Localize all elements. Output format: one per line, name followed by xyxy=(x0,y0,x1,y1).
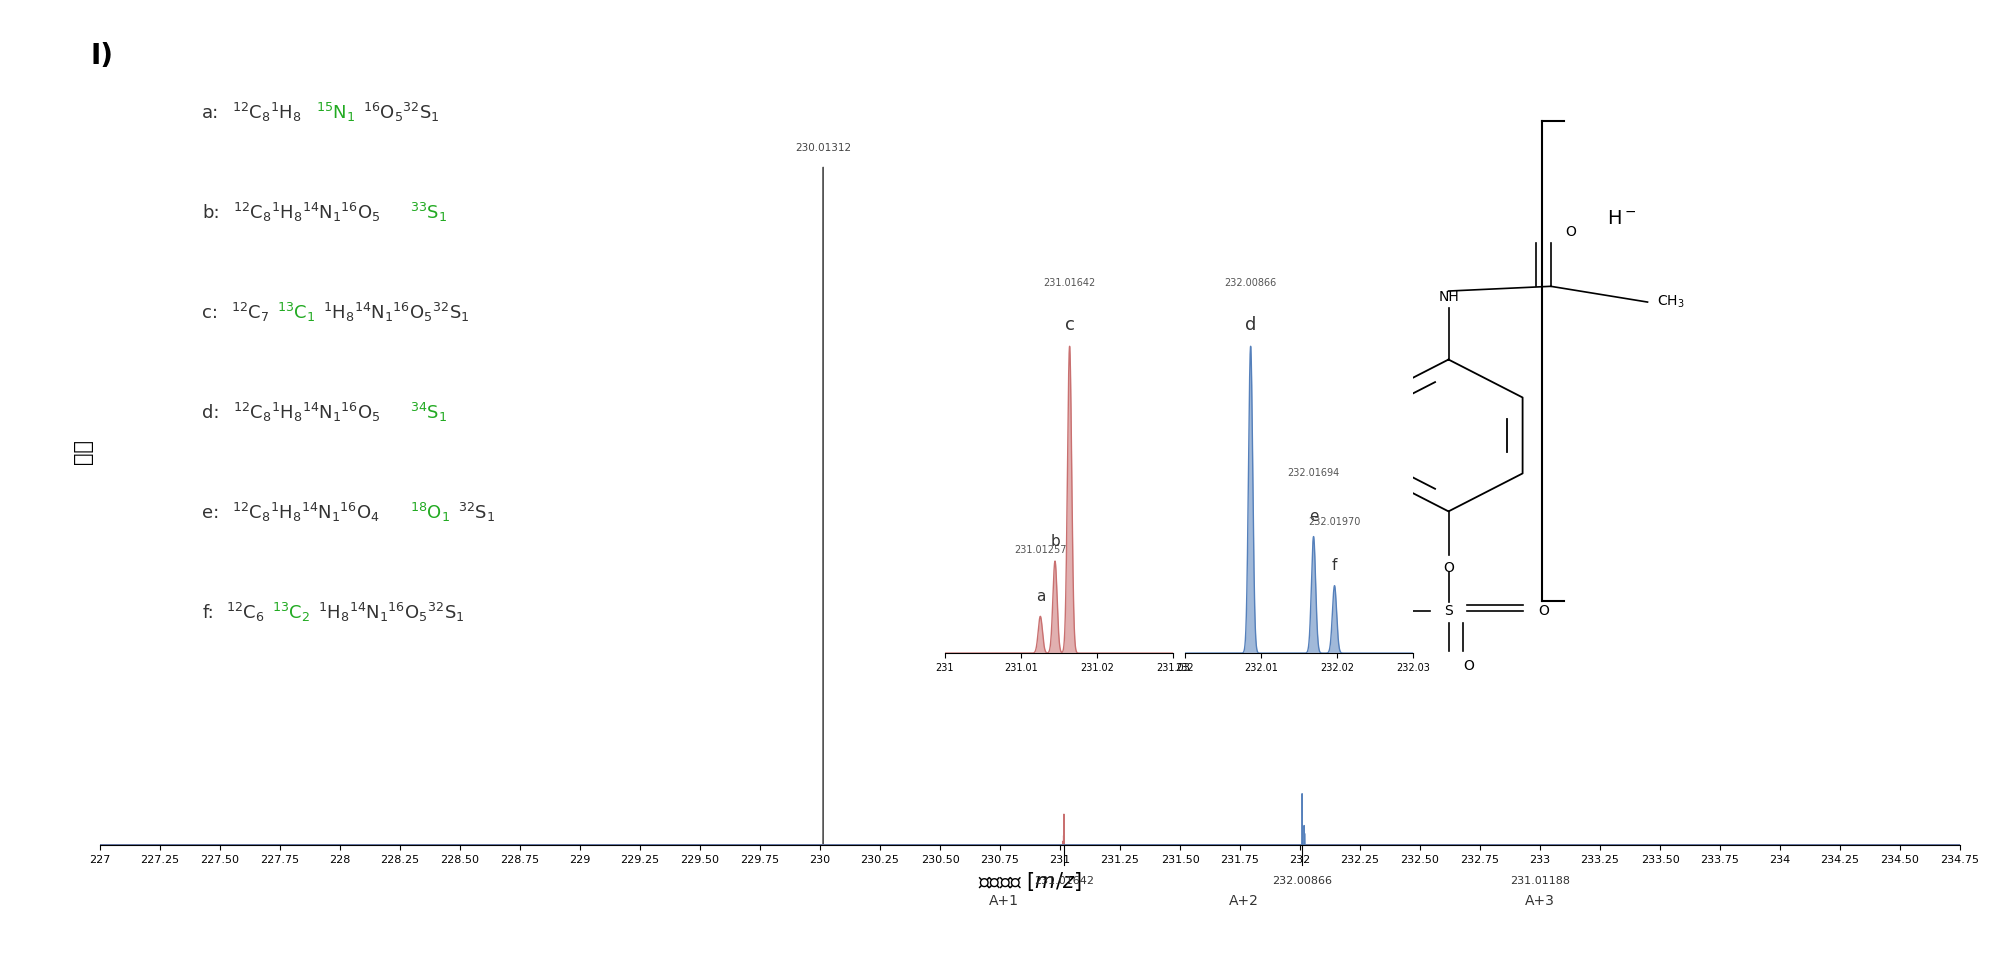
Text: A+2: A+2 xyxy=(1228,894,1258,908)
Text: $^{13}$C$_1$: $^{13}$C$_1$ xyxy=(276,301,316,324)
X-axis label: 実測質量 [$m/z$]: 実測質量 [$m/z$] xyxy=(978,870,1082,893)
Text: $^{12}$C$_8$$^{1}$H$_8$$^{14}$N$_1$$^{16}$O$_5$: $^{12}$C$_8$$^{1}$H$_8$$^{14}$N$_1$$^{16… xyxy=(232,401,380,424)
Text: $^{33}$S$_1$: $^{33}$S$_1$ xyxy=(410,202,448,225)
Text: $^{32}$S$_1$: $^{32}$S$_1$ xyxy=(458,501,496,524)
Text: $^{15}$N$_1$: $^{15}$N$_1$ xyxy=(316,101,356,124)
Text: $^{12}$C$_7$: $^{12}$C$_7$ xyxy=(230,301,270,324)
Text: O: O xyxy=(1538,605,1548,618)
Text: $^{12}$C$_8$$^{1}$H$_8$: $^{12}$C$_8$$^{1}$H$_8$ xyxy=(232,101,302,124)
Text: S: S xyxy=(1444,605,1452,618)
Text: $^{12}$C$_8$$^{1}$H$_8$$^{14}$N$_1$$^{16}$O$_5$: $^{12}$C$_8$$^{1}$H$_8$$^{14}$N$_1$$^{16… xyxy=(232,202,380,225)
Text: e:: e: xyxy=(202,504,220,521)
Text: d:: d: xyxy=(202,403,220,421)
Text: 232.00866: 232.00866 xyxy=(1272,876,1332,886)
Text: H$^-$: H$^-$ xyxy=(1606,209,1636,228)
Y-axis label: 強度: 強度 xyxy=(74,439,94,464)
Text: NH: NH xyxy=(1438,291,1458,304)
Text: O: O xyxy=(1444,561,1454,575)
Text: O: O xyxy=(1464,659,1474,673)
Text: I): I) xyxy=(90,42,114,70)
Text: CH$_3$: CH$_3$ xyxy=(1656,294,1684,310)
Text: O: O xyxy=(1566,225,1576,239)
Text: $^{18}$O$_1$: $^{18}$O$_1$ xyxy=(410,501,450,524)
Text: $^{12}$C$_6$: $^{12}$C$_6$ xyxy=(226,601,264,624)
Text: $^{1}$H$_8$$^{14}$N$_1$$^{16}$O$_5$$^{32}$S$_1$: $^{1}$H$_8$$^{14}$N$_1$$^{16}$O$_5$$^{32… xyxy=(318,601,464,624)
Text: c:: c: xyxy=(202,303,218,322)
Text: $^{16}$O$_5$$^{32}$S$_1$: $^{16}$O$_5$$^{32}$S$_1$ xyxy=(362,101,440,124)
Text: a:: a: xyxy=(202,104,220,122)
Text: 230.01312: 230.01312 xyxy=(796,143,852,154)
Text: b:: b: xyxy=(202,204,220,222)
Text: $^{1}$H$_8$$^{14}$N$_1$$^{16}$O$_5$$^{32}$S$_1$: $^{1}$H$_8$$^{14}$N$_1$$^{16}$O$_5$$^{32… xyxy=(322,301,470,324)
Text: A+1: A+1 xyxy=(988,894,1018,908)
Text: 231.01642: 231.01642 xyxy=(1034,876,1094,886)
Text: 231.01188: 231.01188 xyxy=(1510,876,1570,886)
Text: OH: OH xyxy=(1334,605,1356,618)
Text: f:: f: xyxy=(202,604,214,621)
Text: $^{12}$C$_8$$^{1}$H$_8$$^{14}$N$_1$$^{16}$O$_4$: $^{12}$C$_8$$^{1}$H$_8$$^{14}$N$_1$$^{16… xyxy=(232,501,380,524)
Text: $^{34}$S$_1$: $^{34}$S$_1$ xyxy=(410,401,448,424)
Text: $^{13}$C$_2$: $^{13}$C$_2$ xyxy=(272,601,310,624)
Text: A+3: A+3 xyxy=(1526,894,1554,908)
